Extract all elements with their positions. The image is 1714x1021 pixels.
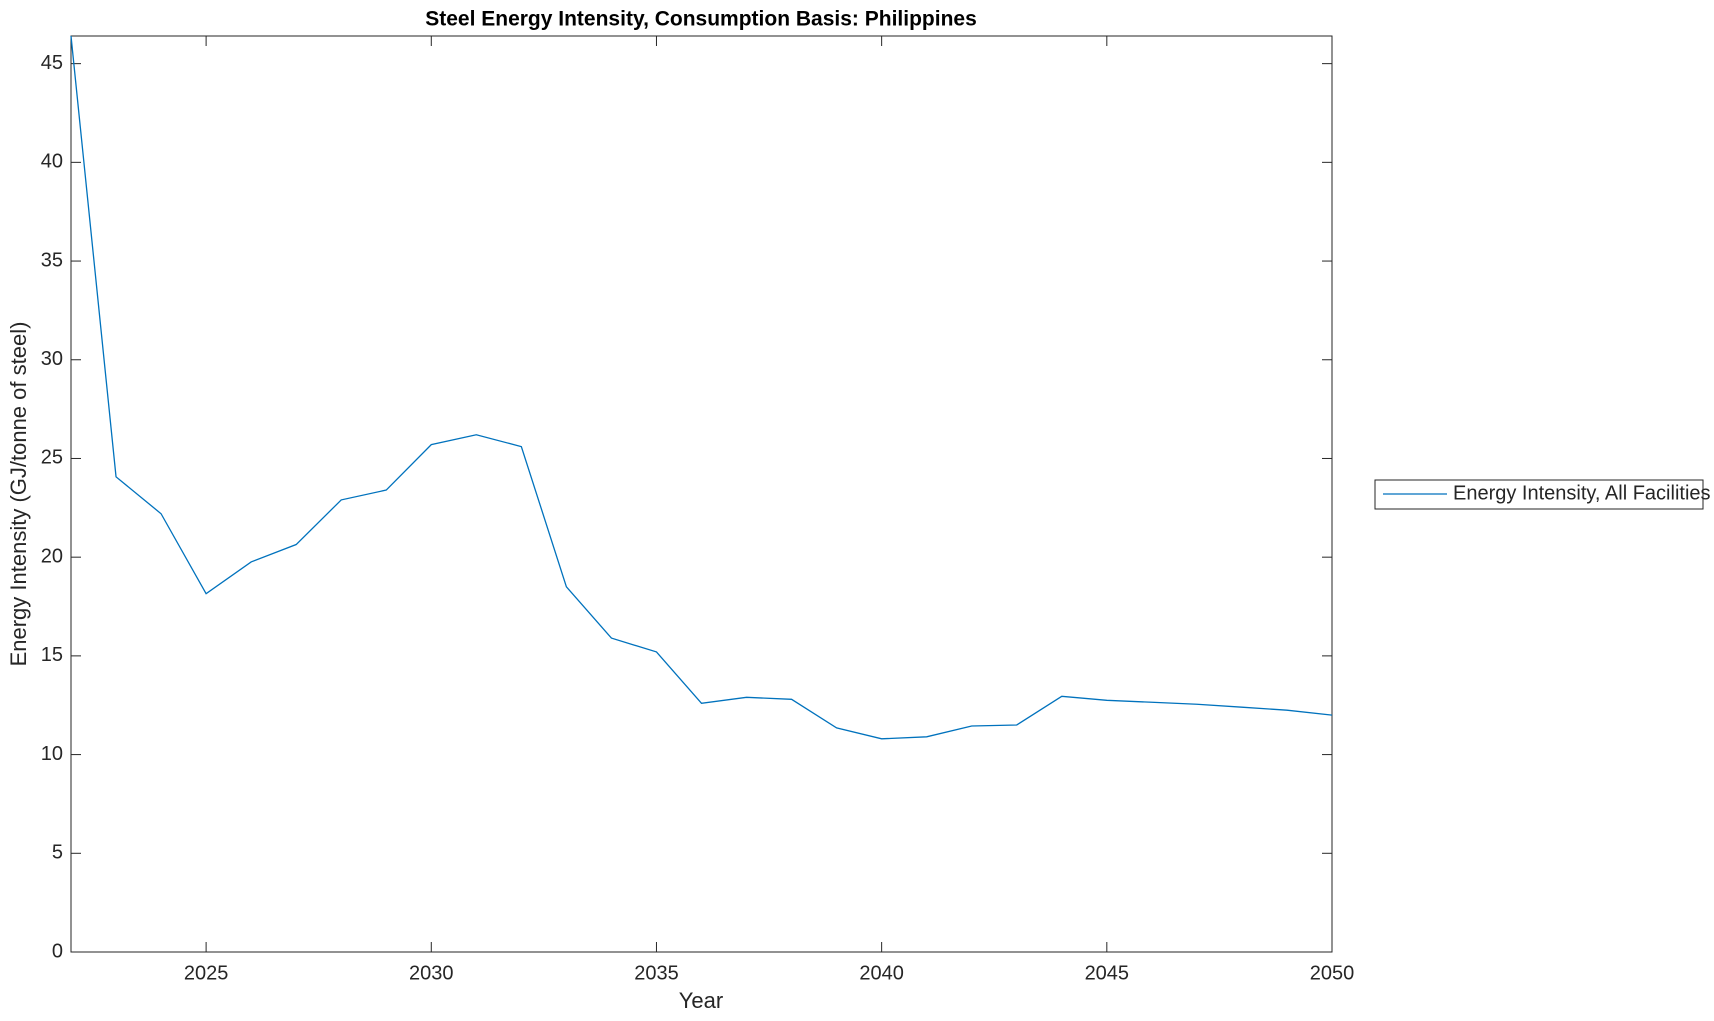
- plot-box: [70, 35, 1333, 953]
- x-tick-label: 2025: [184, 962, 229, 984]
- y-tick-label: 15: [41, 644, 63, 666]
- x-tick-label: 2050: [1310, 962, 1355, 984]
- y-tick-label: 35: [41, 249, 63, 271]
- chart-title: Steel Energy Intensity, Consumption Basi…: [425, 8, 977, 31]
- y-tick-label: 5: [52, 842, 63, 864]
- y-axis-label: Energy Intensity (GJ/tonne of steel): [6, 322, 31, 667]
- y-tick-label: 0: [52, 940, 63, 962]
- x-axis-label: Year: [679, 988, 723, 1013]
- y-tick-label: 25: [41, 447, 63, 469]
- x-tick-label: 2040: [859, 962, 904, 984]
- data-line: [70, 35, 1333, 740]
- x-tick-label: 2035: [634, 962, 679, 984]
- y-tick-label: 45: [41, 52, 63, 74]
- legend-label: Energy Intensity, All Facilities: [1453, 482, 1711, 504]
- x-tick-label: 2030: [409, 962, 454, 984]
- y-tick-label: 10: [41, 743, 63, 765]
- y-tick-label: 20: [41, 545, 63, 567]
- x-tick-label: 2045: [1085, 962, 1130, 984]
- y-tick-label: 30: [41, 348, 63, 370]
- y-tick-label: 40: [41, 151, 63, 173]
